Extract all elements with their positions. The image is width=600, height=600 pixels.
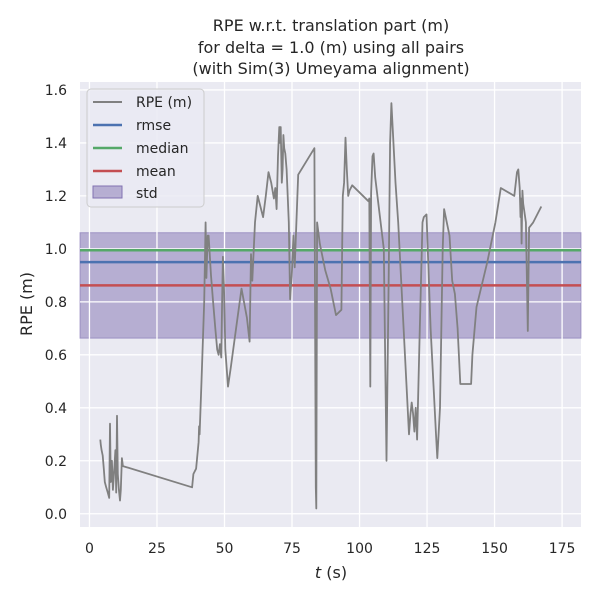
chart-title: RPE w.r.t. translation part (m) for delt… (192, 16, 469, 78)
chart-title-line-3: (with Sim(3) Umeyama alignment) (192, 59, 469, 78)
x-tick-label: 150 (481, 541, 508, 557)
y-tick-label: 1.4 (45, 136, 67, 152)
y-tick-label: 1.6 (45, 83, 67, 99)
legend-mean-label: mean (136, 164, 176, 180)
y-tick-label: 0.2 (45, 454, 67, 470)
legend-rmse-label: rmse (136, 118, 171, 134)
y-tick-label: 0.8 (45, 295, 67, 311)
legend-box (86, 88, 205, 208)
x-tick-label: 125 (414, 541, 441, 557)
y-tick-label: 0.4 (45, 401, 67, 417)
chart-title-line-1: RPE w.r.t. translation part (m) (213, 16, 449, 35)
y-tick-label: 1.0 (45, 242, 67, 258)
y-axis-label: RPE (m) (17, 272, 36, 336)
grid-layer (80, 82, 581, 527)
legend-std-label: std (136, 186, 158, 202)
y-tick-label: 1.2 (45, 189, 67, 205)
legend: RPE (m) rmse median mean std (86, 88, 205, 208)
x-axis-label: t (s) (315, 563, 347, 582)
x-tick-label: 175 (549, 541, 576, 557)
tick-labels-layer: 0 25 50 75 100 125 150 175 0.0 0.2 0.4 0.6 0.8 1.0 1.2… (45, 83, 576, 557)
series-layer (99, 102, 543, 510)
rpe-series-line (99, 102, 543, 510)
chart-title-line-2: for delta = 1.0 (m) using all pairs (198, 38, 464, 57)
x-tick-label: 25 (148, 541, 166, 557)
legend-rpe-label: RPE (m) (136, 95, 192, 111)
y-tick-label: 0.6 (45, 348, 67, 364)
x-tick-label: 50 (216, 541, 234, 557)
x-tick-label: 75 (283, 541, 301, 557)
x-axis-label-variable: t (315, 563, 322, 582)
legend-std-swatch (92, 185, 123, 199)
x-tick-label: 0 (85, 541, 94, 557)
x-tick-label: 100 (346, 541, 373, 557)
x-axis-label-unit: (s) (321, 563, 347, 582)
y-tick-label: 0.0 (45, 507, 67, 523)
legend-median-label: median (136, 141, 188, 157)
